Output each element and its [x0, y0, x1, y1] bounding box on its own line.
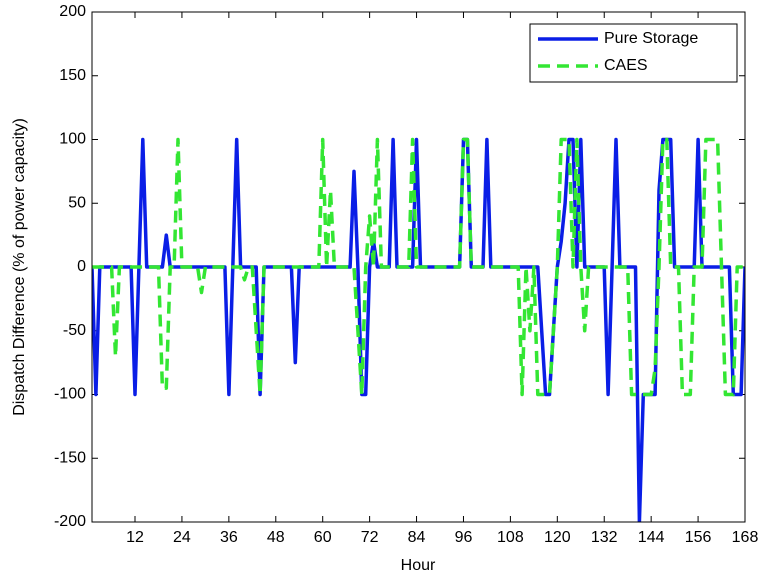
- y-tick-label: 200: [59, 3, 86, 20]
- y-tick-label: 50: [68, 194, 86, 211]
- x-tick-label: 132: [591, 529, 618, 546]
- x-tick-label: 96: [455, 529, 473, 546]
- x-tick-label: 144: [638, 529, 665, 546]
- y-tick-label: -100: [54, 386, 86, 403]
- plot-frame: [91, 11, 746, 523]
- x-tick-label: 48: [267, 529, 285, 546]
- x-tick-label: 108: [497, 529, 524, 546]
- y-tick-label: -200: [54, 513, 86, 530]
- x-tick-label: 60: [314, 529, 332, 546]
- x-tick-label: 120: [544, 529, 571, 546]
- x-tick-label: 84: [408, 529, 426, 546]
- x-tick-label: 24: [173, 529, 191, 546]
- x-tick-label: 12: [126, 529, 144, 546]
- x-tick-label: 72: [361, 529, 379, 546]
- y-tick-label: -50: [63, 322, 86, 339]
- legend-label: CAES: [604, 57, 648, 74]
- legend-box: [529, 23, 738, 83]
- y-tick-label: -150: [54, 449, 86, 466]
- x-tick-label: 156: [685, 529, 712, 546]
- x-tick-label: 36: [220, 529, 238, 546]
- y-tick-label: 150: [59, 67, 86, 84]
- x-axis-label: Hour: [401, 557, 436, 574]
- y-axis-label: Dispatch Difference (% of power capacity…: [11, 118, 28, 416]
- y-tick-label: 0: [77, 258, 86, 275]
- y-tick-label: 100: [59, 131, 86, 148]
- x-tick-label: 168: [732, 529, 759, 546]
- legend-label: Pure Storage: [604, 30, 698, 47]
- series-line: [92, 137, 745, 397]
